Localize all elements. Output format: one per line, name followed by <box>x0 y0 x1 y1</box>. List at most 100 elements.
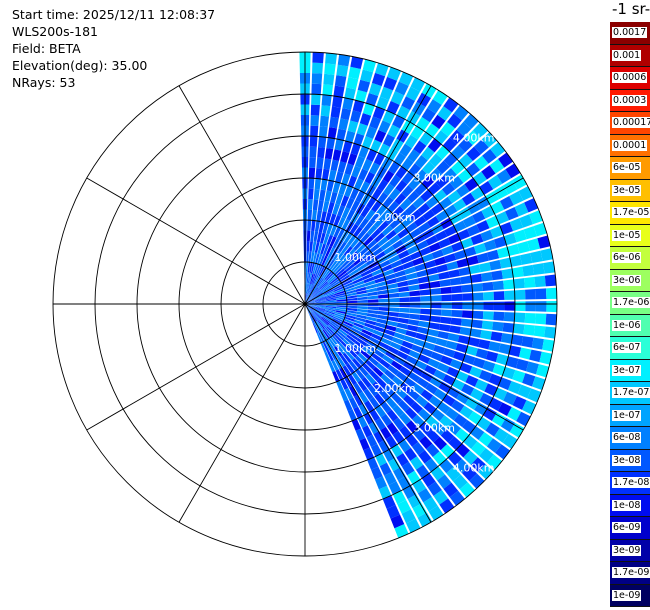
range-gate <box>430 351 443 362</box>
range-gate <box>345 263 356 273</box>
range-gate <box>344 336 355 346</box>
range-gate <box>472 310 484 320</box>
range-gate <box>345 289 357 295</box>
colorbar-level: 6e-08 <box>610 427 650 450</box>
range-gate <box>481 165 496 180</box>
range-gate <box>362 136 374 149</box>
range-gate <box>330 191 338 204</box>
range-gate <box>503 312 515 322</box>
range-gate <box>404 447 418 462</box>
range-gate <box>441 302 452 309</box>
range-gate <box>366 434 378 448</box>
range-gate <box>503 279 515 290</box>
range-gate <box>494 428 509 443</box>
range-gate <box>318 136 327 148</box>
ray <box>305 304 557 326</box>
range-gate <box>492 363 506 376</box>
range-gate <box>419 421 433 435</box>
range-gate <box>465 397 479 410</box>
range-gate <box>315 321 323 332</box>
range-gate <box>387 365 399 376</box>
range-gate <box>454 249 467 260</box>
range-gate <box>411 442 425 456</box>
range-gate <box>316 320 324 331</box>
range-gate <box>522 373 536 387</box>
range-ring-label: 5.00km <box>492 502 534 515</box>
colorbar-level: 1.7e-07 <box>610 382 650 405</box>
range-gate <box>438 271 450 280</box>
range-gate <box>324 340 332 351</box>
colorbar-level: 0.0001 <box>610 134 650 157</box>
range-gate <box>394 524 409 539</box>
range-gate <box>315 300 326 303</box>
range-gate <box>418 450 432 464</box>
range-gate <box>440 355 453 366</box>
range-gate <box>492 321 504 332</box>
range-gate <box>348 268 359 277</box>
range-gate <box>457 229 471 241</box>
range-gate <box>409 227 422 239</box>
range-gate <box>310 286 317 296</box>
range-gate <box>355 355 365 366</box>
range-gate <box>383 449 396 462</box>
range-gate <box>358 366 369 377</box>
range-gate <box>369 370 380 381</box>
range-gate <box>334 290 346 296</box>
range-gate <box>341 243 350 255</box>
range-gate <box>447 233 461 245</box>
range-gate <box>314 296 325 301</box>
range-gate <box>309 136 318 147</box>
range-gate <box>388 481 402 495</box>
range-gate <box>313 292 323 299</box>
range-gate <box>431 249 444 259</box>
range-gate <box>479 447 494 463</box>
range-gate <box>313 291 323 299</box>
range-gate <box>325 297 336 301</box>
colorbar-level: 3e-08 <box>610 449 650 472</box>
range-gate <box>424 364 437 376</box>
range-gate <box>447 421 462 436</box>
range-gate <box>330 278 340 287</box>
range-gate <box>358 246 369 257</box>
range-gate <box>459 326 472 336</box>
range-gate <box>353 382 363 395</box>
range-gate <box>369 116 382 130</box>
range-gate <box>339 256 349 266</box>
range-gate <box>490 200 505 215</box>
range-gate <box>324 63 336 75</box>
range-gate <box>313 231 319 243</box>
range-gate <box>383 183 395 196</box>
range-gate <box>356 311 368 316</box>
range-gate <box>331 280 341 288</box>
range-gate <box>366 257 377 266</box>
ray <box>305 52 324 304</box>
range-gate <box>378 306 389 312</box>
range-gate <box>460 237 474 249</box>
range-gate <box>365 343 376 353</box>
range-gate <box>307 220 312 231</box>
range-gate <box>365 126 378 139</box>
range-gate <box>433 189 447 202</box>
range-gate <box>326 326 335 335</box>
range-gate <box>325 307 337 310</box>
range-gate <box>476 416 491 431</box>
range-gate <box>430 295 442 302</box>
range-gate <box>514 301 526 312</box>
range-gate <box>401 157 414 171</box>
range-gate <box>321 268 329 279</box>
range-gate <box>378 302 389 307</box>
range-gate <box>322 286 332 294</box>
range-gate <box>311 288 320 297</box>
range-gate <box>434 256 447 266</box>
range-gate <box>459 482 475 498</box>
range-gate <box>407 470 421 485</box>
range-gate <box>371 200 382 213</box>
range-gate <box>462 354 476 365</box>
range-gate <box>357 296 368 301</box>
range-gate <box>499 257 512 269</box>
ray <box>305 261 556 304</box>
range-gate <box>353 322 365 329</box>
colorbar-level: 1.7e-09 <box>610 562 650 585</box>
range-gate <box>493 236 507 249</box>
colorbar-level-label: 6e-05 <box>612 162 642 173</box>
